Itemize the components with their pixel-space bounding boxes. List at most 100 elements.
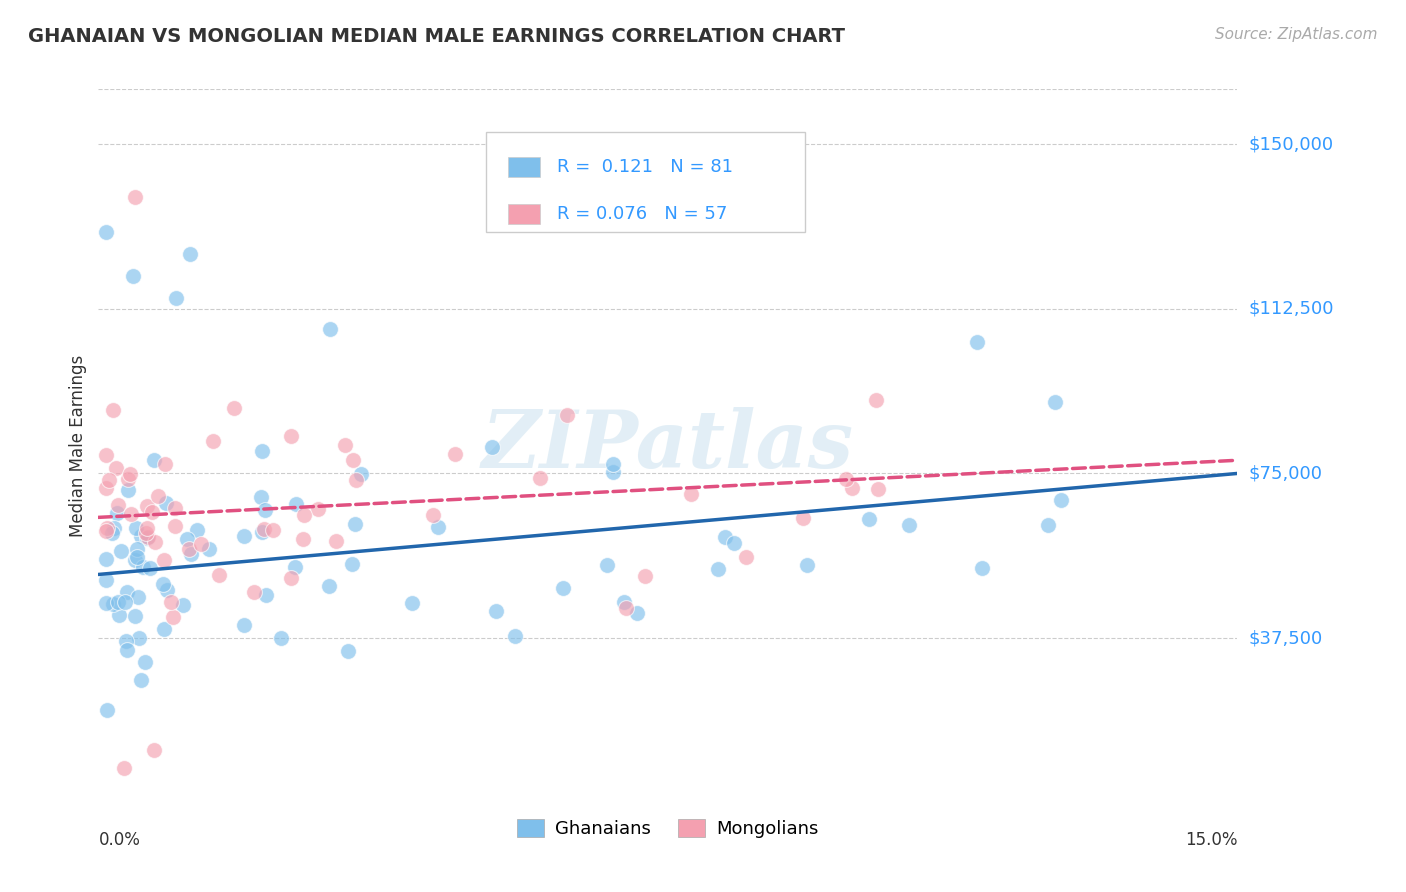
Text: R =  0.121   N = 81: R = 0.121 N = 81	[557, 158, 734, 176]
Point	[136, 530, 159, 544]
Point	[1043, 395, 1066, 409]
Point	[318, 579, 340, 593]
Point	[243, 585, 266, 599]
Point	[139, 561, 162, 575]
Point	[292, 508, 315, 522]
Point	[124, 552, 146, 566]
FancyBboxPatch shape	[485, 132, 804, 232]
Point	[284, 497, 307, 511]
Point	[1036, 518, 1059, 533]
Point	[336, 644, 359, 658]
Point	[94, 524, 117, 538]
Point	[342, 453, 364, 467]
Point	[626, 606, 648, 620]
Point	[179, 247, 201, 261]
Y-axis label: Median Male Earnings: Median Male Earnings	[69, 355, 87, 537]
Point	[202, 434, 225, 449]
Point	[602, 457, 624, 471]
Point	[160, 595, 183, 609]
Point	[94, 225, 117, 239]
Point	[96, 703, 118, 717]
Point	[143, 453, 166, 467]
Point	[94, 448, 117, 462]
Point	[503, 629, 526, 643]
Point	[613, 595, 636, 609]
Point	[252, 444, 274, 458]
Point	[340, 557, 363, 571]
Point	[125, 542, 148, 557]
FancyBboxPatch shape	[509, 204, 540, 224]
Point	[124, 190, 146, 204]
Point	[679, 487, 702, 501]
Point	[284, 560, 307, 574]
Point	[115, 585, 138, 599]
Point	[250, 525, 273, 540]
Point	[614, 600, 637, 615]
Text: ZIPatlas: ZIPatlas	[482, 408, 853, 484]
Point	[280, 571, 302, 585]
Point	[114, 595, 136, 609]
Text: 15.0%: 15.0%	[1185, 831, 1237, 849]
Point	[124, 608, 146, 623]
Point	[555, 408, 578, 422]
Point	[180, 547, 202, 561]
Point	[94, 574, 117, 588]
Point	[105, 461, 128, 475]
Point	[155, 495, 177, 509]
Point	[143, 743, 166, 757]
Point	[163, 518, 186, 533]
Text: $37,500: $37,500	[1249, 629, 1323, 647]
Point	[135, 531, 157, 545]
Text: GHANAIAN VS MONGOLIAN MEDIAN MALE EARNINGS CORRELATION CHART: GHANAIAN VS MONGOLIAN MEDIAN MALE EARNIN…	[28, 27, 845, 45]
Point	[156, 582, 179, 597]
Point	[1050, 493, 1073, 508]
Point	[254, 588, 277, 602]
Point	[319, 321, 342, 335]
Point	[253, 503, 276, 517]
Point	[179, 542, 201, 557]
Point	[107, 499, 129, 513]
Point	[103, 520, 125, 534]
Point	[135, 499, 157, 513]
Point	[792, 511, 814, 525]
Point	[401, 596, 423, 610]
Point	[723, 536, 745, 550]
Point	[94, 552, 117, 566]
Point	[107, 506, 129, 520]
Point	[253, 522, 276, 536]
Point	[250, 490, 273, 504]
Point	[485, 604, 508, 618]
Point	[103, 402, 125, 417]
Point	[966, 334, 988, 349]
Point	[146, 489, 169, 503]
Point	[233, 617, 256, 632]
Point	[166, 291, 188, 305]
Point	[898, 518, 921, 533]
Point	[714, 530, 737, 544]
Point	[162, 610, 184, 624]
Point	[444, 447, 467, 461]
Point	[835, 472, 858, 486]
Point	[422, 508, 444, 522]
Point	[970, 560, 993, 574]
Point	[135, 521, 157, 535]
Point	[122, 268, 145, 283]
Point	[128, 631, 150, 645]
Point	[596, 558, 619, 573]
Point	[224, 401, 246, 415]
Point	[134, 655, 156, 669]
Point	[165, 500, 187, 515]
Point	[118, 467, 141, 481]
Point	[602, 465, 624, 479]
Point	[343, 517, 366, 532]
Point	[233, 528, 256, 542]
Point	[143, 534, 166, 549]
Point	[707, 562, 730, 576]
Point	[280, 428, 302, 442]
Text: $112,500: $112,500	[1249, 300, 1334, 318]
Point	[125, 550, 148, 565]
Point	[176, 532, 198, 546]
Point	[529, 471, 551, 485]
Text: Source: ZipAtlas.com: Source: ZipAtlas.com	[1215, 27, 1378, 42]
Point	[841, 481, 863, 495]
